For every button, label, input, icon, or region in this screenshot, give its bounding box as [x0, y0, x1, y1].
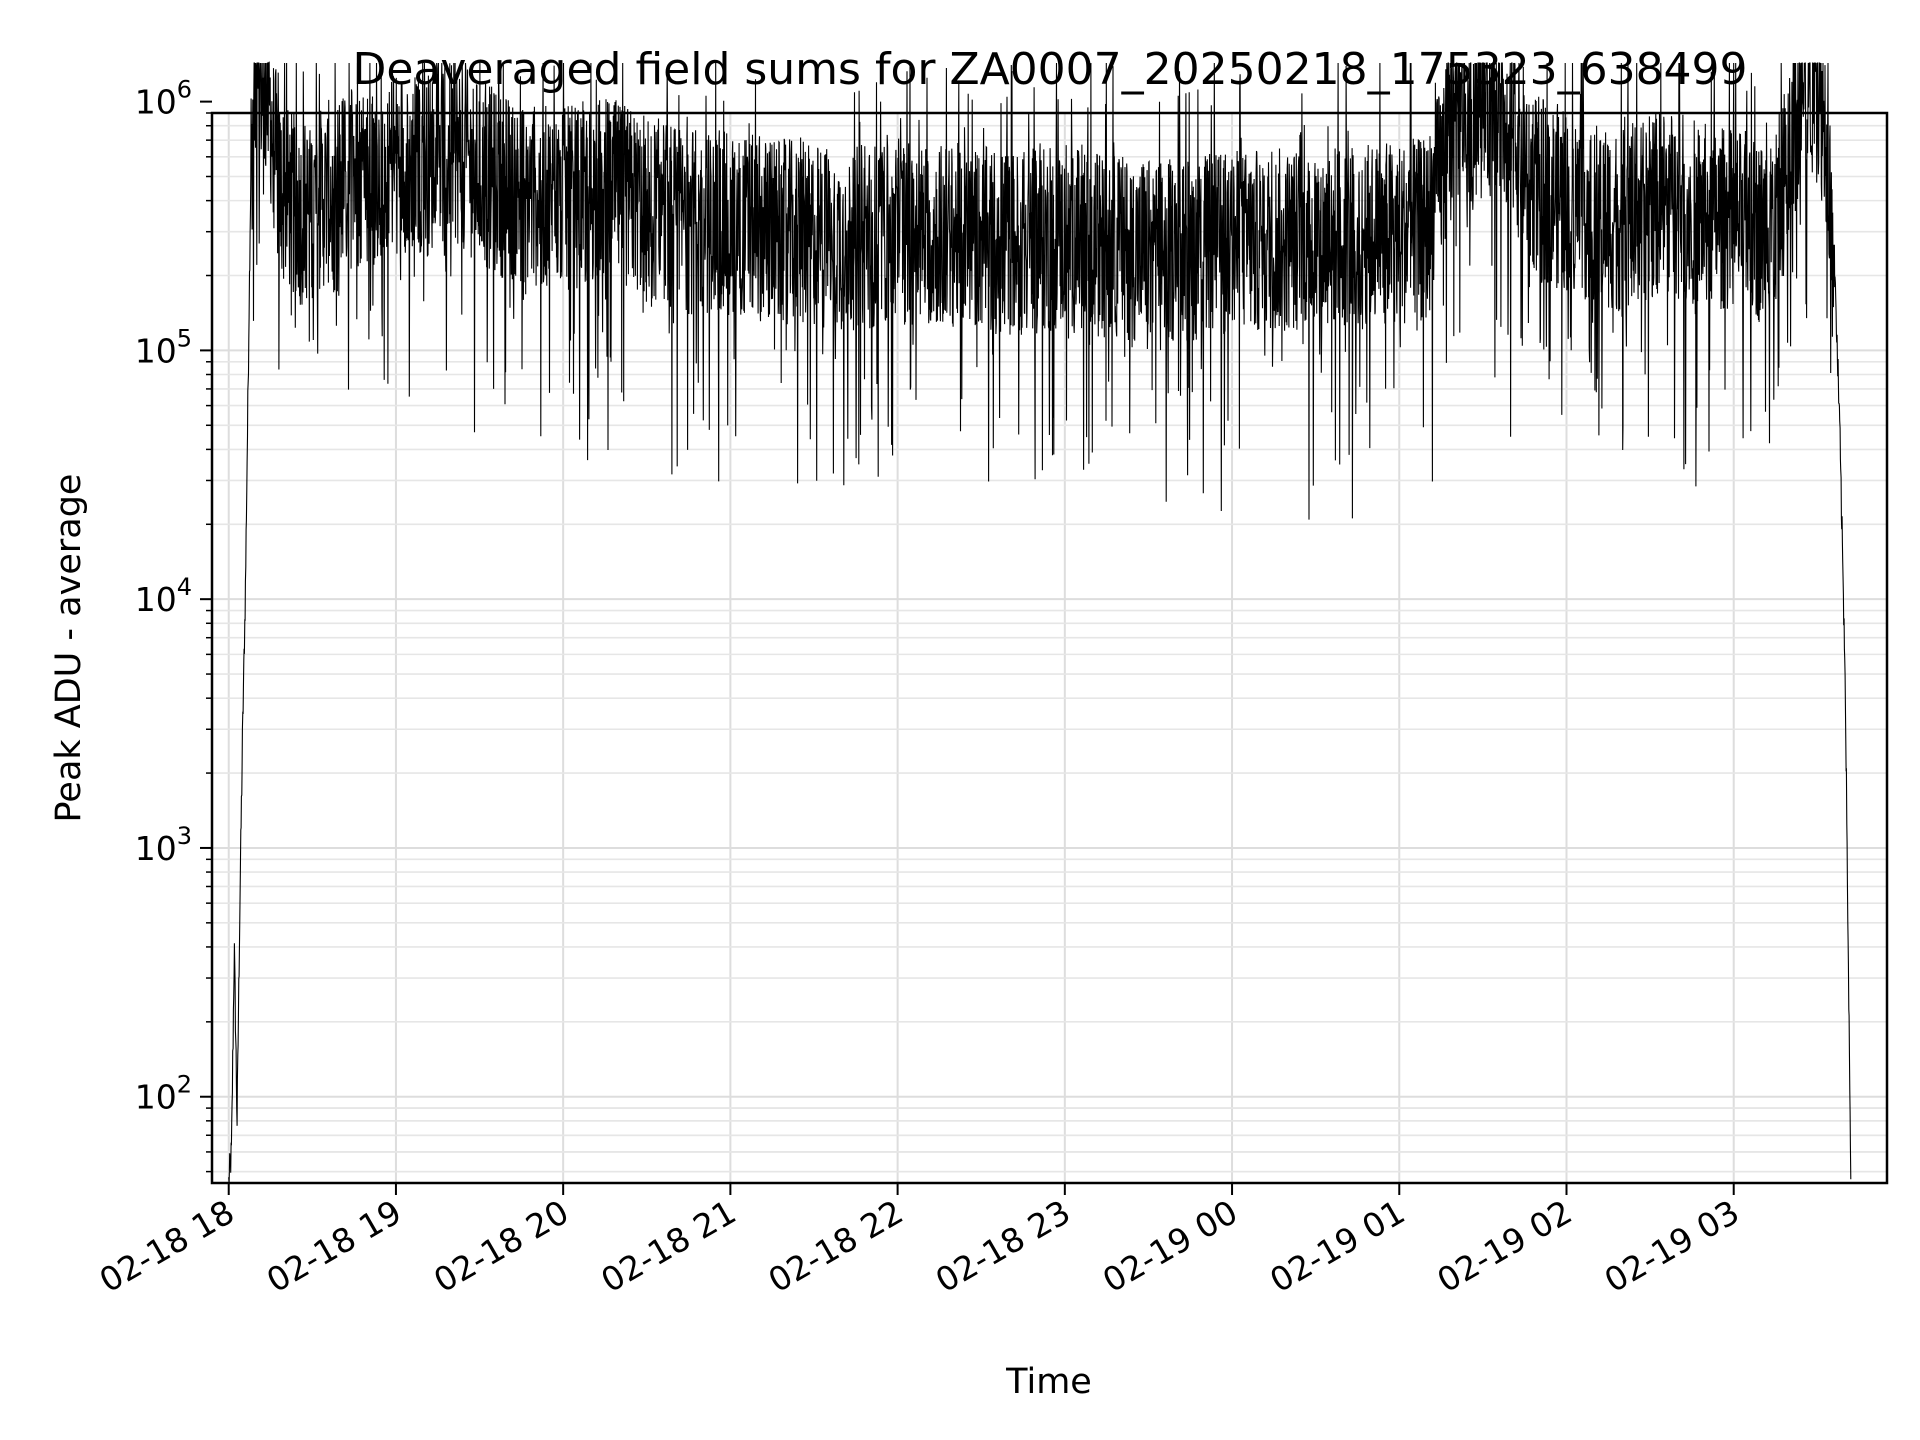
y-tick-label: 105	[135, 324, 192, 370]
grid	[212, 112, 1887, 1183]
chart-title: Deaveraged field sums for ZA0007_2025021…	[352, 44, 1747, 95]
y-axis: 102 103 104 105 106	[135, 76, 212, 1173]
y-tick-label: 106	[135, 76, 192, 122]
data-line	[228, 61, 1852, 1184]
plot-frame	[210, 111, 1889, 1185]
y-tick-label: 104	[135, 573, 192, 619]
x-axis-label: Time	[1005, 1362, 1092, 1402]
series-line	[228, 61, 1852, 1184]
y-tick-label: 102	[135, 1071, 192, 1117]
y-axis-label: Peak ADU - average	[49, 474, 89, 823]
y-tick-label: 103	[135, 822, 192, 868]
